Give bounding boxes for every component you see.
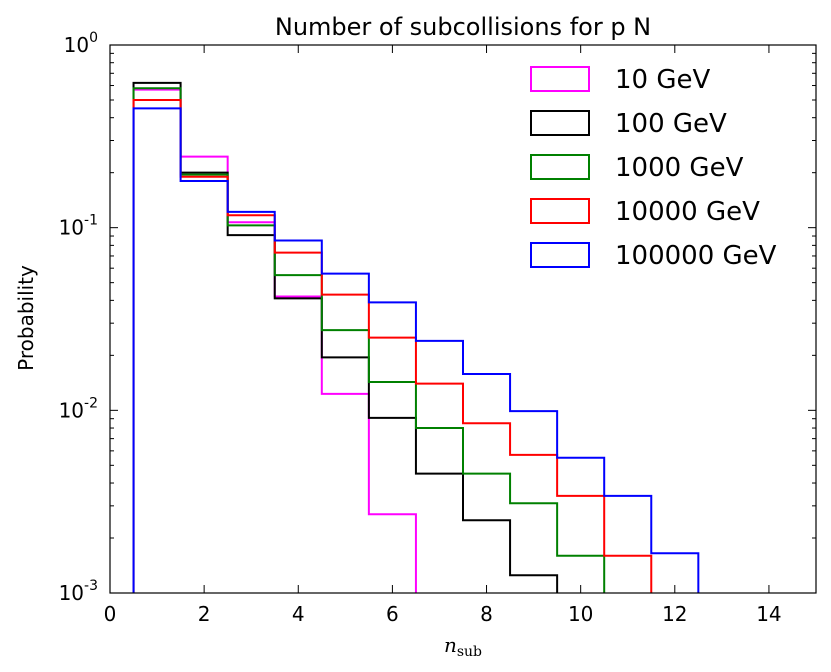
legend-swatch-10000-gev (530, 198, 590, 224)
y-tick-label: 100 (64, 30, 98, 57)
x-tick-label: 12 (662, 602, 687, 626)
legend-label-100000-gev: 100000 GeV (615, 241, 777, 271)
x-axis-label-sub: sub (457, 644, 482, 660)
series-line-10-gev (132, 88, 417, 593)
legend-label-10000-gev: 10000 GeV (615, 197, 760, 227)
x-tick-label: 8 (480, 602, 493, 626)
series-line-100-gev (132, 81, 559, 593)
plot-frame (109, 44, 817, 594)
legend-swatch-100000-gev (530, 242, 590, 268)
x-tick-label: 0 (104, 602, 117, 626)
x-tick-label: 4 (292, 602, 305, 626)
series-layer (132, 81, 700, 593)
y-axis-label: Probability (14, 265, 38, 371)
x-axis-label-main: n (444, 633, 457, 657)
series-line-100000-gev (132, 107, 700, 593)
legend-label-100-gev: 100 GeV (615, 109, 727, 139)
y-tick-label: 10-1 (59, 213, 98, 240)
legend-swatch-100-gev (530, 110, 590, 136)
legend-swatch-1000-gev (530, 154, 590, 180)
x-tick-label: 2 (198, 602, 211, 626)
legend-label-1000-gev: 1000 GeV (615, 153, 744, 183)
axes-layer: 0 2 4 6 8 10 12 14 100 10-1 10-2 10-3 (59, 30, 817, 626)
y-tick-label: 10-2 (59, 395, 98, 422)
series-line-10000-gev (132, 98, 653, 593)
chart-title: Number of subcollisions for p N (275, 13, 651, 41)
x-axis-label: nsub (444, 633, 482, 660)
x-tick-label: 14 (756, 602, 781, 626)
x-tick-label: 6 (386, 602, 399, 626)
series-line-1000-gev (132, 87, 606, 593)
legend-label-10-gev: 10 GeV (615, 65, 710, 95)
x-tick-label: 10 (568, 602, 593, 626)
legend-swatch-10-gev (530, 66, 590, 92)
legend: 10 GeV 100 GeV 1000 GeV 10000 GeV 100000 GeV (530, 65, 777, 271)
y-tick-label: 10-3 (59, 578, 98, 605)
